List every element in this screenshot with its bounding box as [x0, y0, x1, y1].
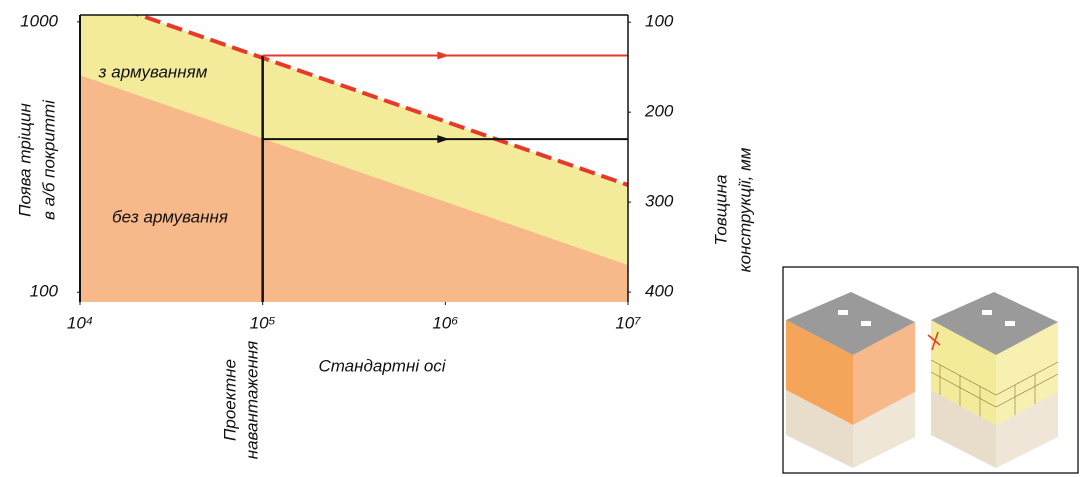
- box-mark: [861, 321, 871, 326]
- y2-tick-label: 400: [645, 282, 674, 301]
- arrow-head: [437, 51, 450, 60]
- y2-axis-label: Товщина конструкції, мм: [711, 147, 754, 272]
- boundary-line: [133, 15, 628, 187]
- box-mark: [838, 310, 848, 315]
- y2-axis-label-line: Товщина: [711, 175, 730, 246]
- inset-symbol: [927, 331, 941, 351]
- box-mark: [1005, 321, 1015, 326]
- box-base: [996, 392, 1058, 468]
- x-tick-label: 10⁵: [250, 313, 276, 332]
- arrow-head: [437, 135, 450, 144]
- box-base: [853, 392, 915, 468]
- box-top: [931, 292, 1058, 355]
- plot-area: [80, 15, 628, 302]
- box-side: [853, 322, 915, 425]
- box-top: [786, 292, 915, 355]
- region-label: з армуванням: [98, 62, 208, 81]
- y-tick-label: 1000: [20, 11, 58, 30]
- x-tick-label: 10⁶: [432, 313, 458, 332]
- area-region: [80, 75, 628, 302]
- inset: [782, 266, 1079, 474]
- design-load-label: Проектне навантаження: [220, 341, 261, 460]
- box-mark: [982, 310, 992, 315]
- y-tick-label: 100: [30, 282, 59, 301]
- design-load-label-line: Проектне: [220, 359, 239, 441]
- box-side: [996, 322, 1058, 425]
- y-axis-label-line: в а/б покритті: [39, 99, 58, 220]
- y2-tick-label: 200: [644, 102, 674, 121]
- y-axis-label: Поява тріщин в а/б покритті: [15, 99, 58, 220]
- y-axis-label-line: Поява тріщин: [15, 103, 34, 217]
- y2-tick-label: 300: [645, 192, 674, 211]
- region-label: без армування: [112, 207, 228, 226]
- box-base: [786, 390, 853, 468]
- x-axis-label: Стандартні осі: [318, 356, 446, 375]
- x-tick-label: 10⁷: [615, 313, 641, 332]
- box-grid: [930, 359, 1059, 417]
- x-tick-label: 10⁴: [67, 313, 93, 332]
- design-load-label-line: навантаження: [242, 341, 261, 460]
- y2-tick-label: 100: [645, 12, 674, 31]
- y2-axis-label-line: конструкції, мм: [735, 147, 754, 272]
- box-base: [931, 390, 996, 468]
